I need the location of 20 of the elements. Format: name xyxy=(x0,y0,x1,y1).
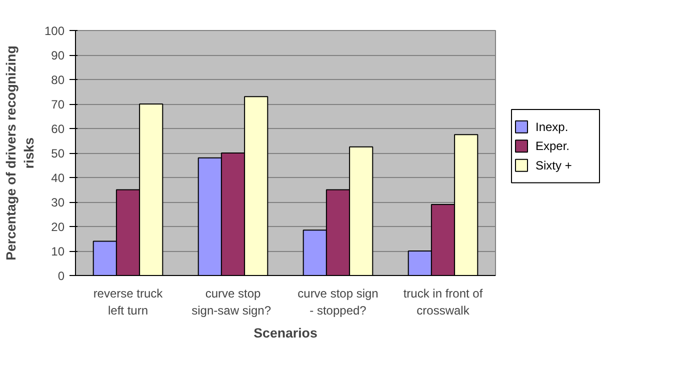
y-tick-label: 0 xyxy=(58,269,65,283)
y-tick-label: 30 xyxy=(51,196,65,210)
legend-label: Exper. xyxy=(536,139,570,154)
y-tick-label: 10 xyxy=(51,244,65,258)
x-tick-label: truck in front of crosswalk xyxy=(403,286,484,318)
y-tick-label: 50 xyxy=(51,146,65,160)
y-tick-label: 70 xyxy=(51,98,65,112)
legend-label: Inexp. xyxy=(536,120,568,134)
x-tick-label: reverse truck left turn xyxy=(93,286,164,318)
y-tick-label: 100 xyxy=(44,24,65,38)
x-tick-label: curve stop sign - stopped? xyxy=(298,286,378,318)
x-tick-label: curve stop sign-saw sign? xyxy=(192,286,272,318)
legend-label: Sixty + xyxy=(536,158,572,172)
y-tick-label: 60 xyxy=(51,122,65,136)
y-tick-label: 40 xyxy=(51,171,65,185)
y-tick-label: 80 xyxy=(51,73,65,87)
y-axis-title: Percentage of drivers recognizing risks xyxy=(3,46,36,260)
x-axis-title: Scenarios xyxy=(254,325,318,340)
y-tick-label: 90 xyxy=(51,48,65,62)
y-tick-label: 20 xyxy=(51,220,65,234)
